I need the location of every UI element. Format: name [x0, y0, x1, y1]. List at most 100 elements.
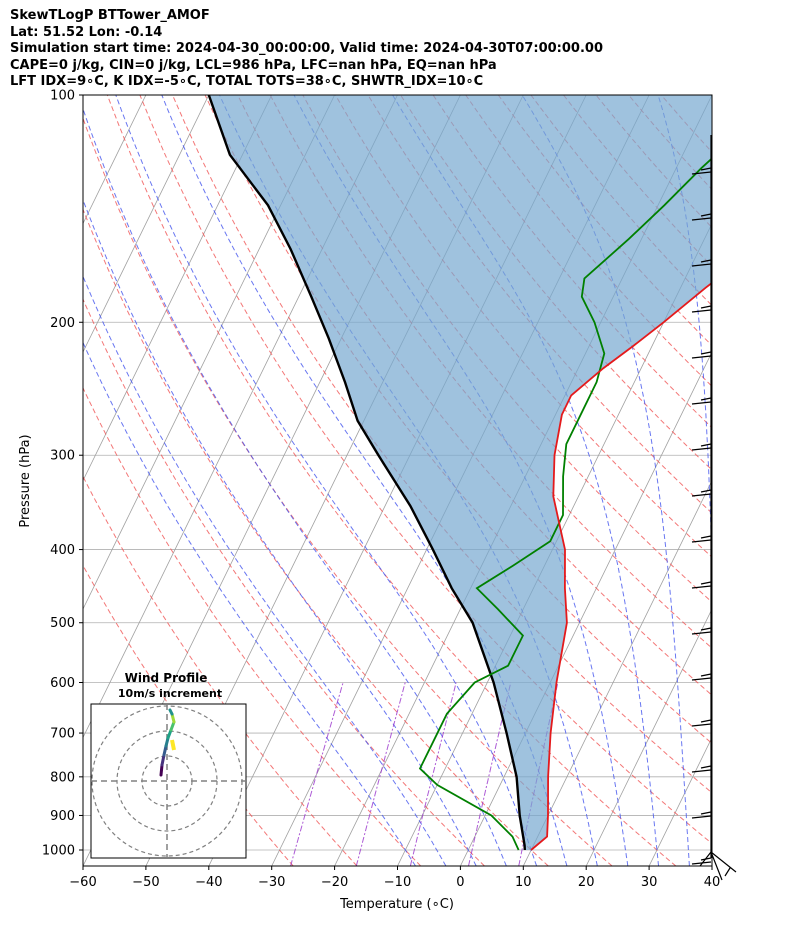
dry-adiabat — [139, 95, 712, 845]
barb-flag — [691, 815, 712, 819]
x-tick-label: 30 — [641, 875, 658, 890]
barb-flag — [691, 263, 712, 267]
hodograph-segment — [168, 708, 174, 716]
moist-adiabat — [115, 95, 538, 866]
hodograph-segment — [160, 753, 166, 767]
y-tick-label: 400 — [50, 543, 75, 558]
barb-flag — [691, 861, 712, 865]
moist-adiabat — [83, 341, 416, 866]
mixing-ratio-line — [409, 682, 457, 866]
inset-title: Wind Profile — [125, 671, 208, 685]
x-tick-label: −20 — [321, 875, 348, 890]
barb-half-flag — [700, 443, 712, 447]
wind-barb — [691, 213, 712, 221]
hodograph-segment — [162, 744, 168, 757]
barb-half-flag — [700, 351, 712, 355]
chart-title: SkewTLogP BTTower_AMOF — [10, 8, 210, 23]
isotherm-line — [83, 95, 210, 353]
wind-barb — [691, 305, 712, 313]
wind-barb — [691, 765, 712, 773]
barb-flag — [691, 769, 712, 773]
barb-half-flag — [700, 673, 712, 677]
temperature-line — [530, 281, 712, 851]
dry-adiabat — [83, 116, 613, 866]
moist-adiabat — [293, 95, 629, 866]
y-tick-label: 800 — [50, 770, 75, 785]
cape-fill-area — [208, 95, 712, 850]
barb-flag — [691, 631, 712, 635]
wind-barb — [691, 351, 712, 359]
isotherm-line — [585, 608, 712, 866]
barb-half-flag — [700, 397, 712, 401]
isotherm-line — [711, 865, 712, 866]
barb-half-flag — [700, 811, 712, 815]
wind-barb — [691, 443, 712, 451]
barb-half-flag — [700, 719, 712, 723]
x-tick-label: −50 — [132, 875, 159, 890]
cape-region — [208, 95, 712, 850]
y-axis-label: Pressure (hPa) — [18, 434, 33, 527]
time-line: Simulation start time: 2024-04-30_00:00:… — [10, 41, 603, 56]
wind-barb — [691, 535, 712, 543]
hodograph — [91, 704, 246, 858]
barb-half-flag — [700, 765, 712, 769]
wind-barb — [691, 581, 712, 589]
y-tick-label: 700 — [50, 727, 75, 742]
wind-barb — [691, 673, 712, 681]
x-tick-label: −60 — [69, 875, 96, 890]
y-tick-label: 600 — [50, 676, 75, 691]
wind-barb — [691, 719, 712, 727]
surface-barb — [699, 851, 737, 881]
surface-barb-shape — [699, 851, 737, 881]
moist-adiabat — [657, 95, 712, 578]
barb-half-flag — [700, 305, 712, 309]
dry-adiabat — [432, 95, 712, 429]
wind-barb — [691, 489, 712, 497]
wind-barb — [691, 811, 712, 819]
y-tick-label: 500 — [50, 616, 75, 631]
dry-adiabat — [106, 95, 677, 866]
barb-half-flag — [700, 627, 712, 631]
barb-flag — [691, 539, 712, 543]
barb-flag — [691, 493, 712, 497]
barb-flag — [691, 309, 712, 313]
x-tick-label: 20 — [578, 875, 595, 890]
barb-half-flag — [700, 489, 712, 493]
y-tick-label: 900 — [50, 809, 75, 824]
wind-barb — [691, 259, 712, 267]
parcel-profile-line — [207, 95, 526, 851]
mixing-ratio-line — [468, 682, 512, 866]
dry-adiabat — [83, 386, 422, 866]
y-tick-label: 200 — [50, 316, 75, 331]
barb-flag — [691, 585, 712, 589]
x-tick-label: 0 — [456, 875, 464, 890]
dry-adiabat — [83, 297, 485, 866]
dry-adiabat — [400, 95, 712, 471]
dry-adiabat — [83, 208, 549, 866]
axes: −60 −50 −40 −30 −20 −10 0 10 20 30 40 100 200 300 400 5… — [42, 89, 720, 891]
y-tick-label: 1000 — [42, 844, 75, 859]
mixing-ratio-line — [355, 682, 406, 866]
barb-flag — [691, 447, 712, 451]
x-tick-label: −40 — [195, 875, 222, 890]
wind-barb — [691, 167, 712, 175]
isotherm-line — [83, 95, 84, 96]
mixing-ratio-line — [290, 682, 344, 866]
isotherm-line — [83, 95, 335, 610]
barb-flag — [691, 355, 712, 359]
barb-flag — [691, 723, 712, 727]
location-line: Lat: 51.52 Lon: -0.14 — [10, 24, 163, 40]
wind-barb — [691, 397, 712, 405]
barb-flag — [691, 217, 712, 221]
wind-profile-inset — [90, 703, 247, 859]
barb-half-flag — [700, 213, 712, 217]
profiles — [207, 95, 712, 851]
wind-barb — [691, 627, 712, 635]
x-tick-label: 40 — [704, 875, 721, 890]
wind-barbs — [691, 135, 737, 881]
barb-half-flag — [700, 167, 712, 171]
dewpoint-line — [418, 157, 712, 851]
y-tick-label: 300 — [50, 449, 75, 464]
barb-flag — [691, 171, 712, 175]
